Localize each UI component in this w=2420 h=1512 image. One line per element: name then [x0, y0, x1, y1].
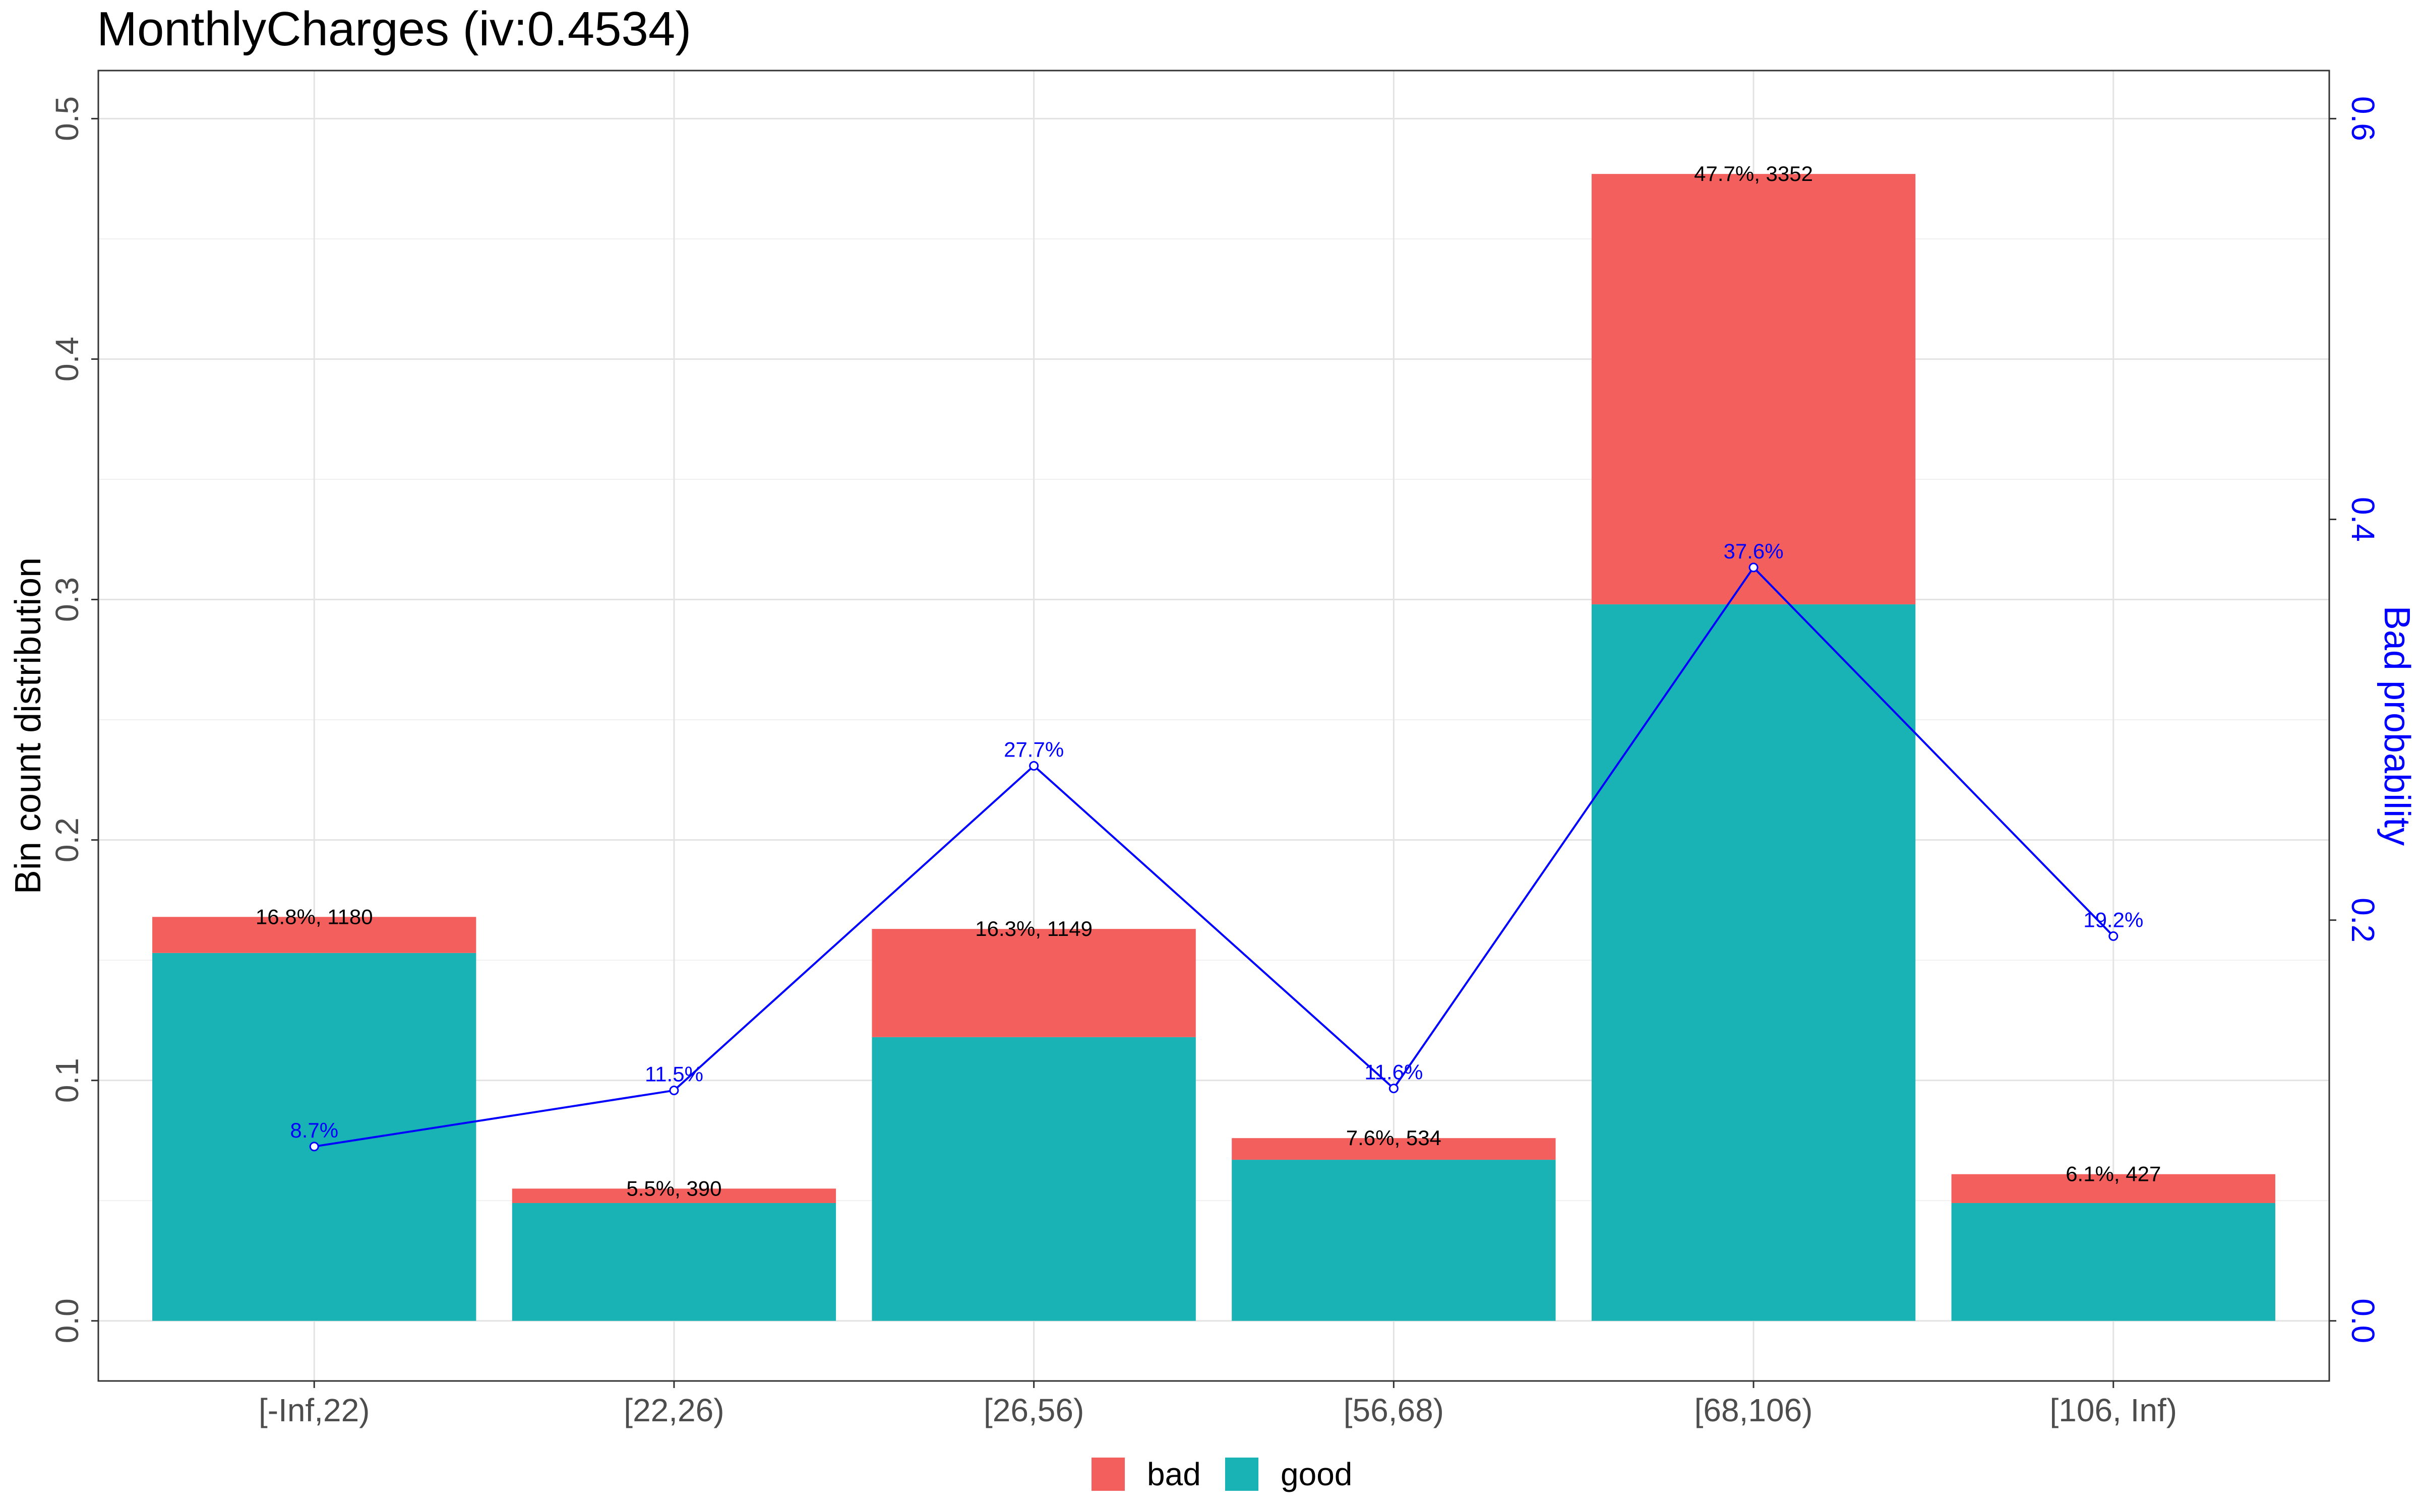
legend-label-bad: bad	[1147, 1456, 1201, 1492]
legend: bad good	[1092, 1456, 1352, 1492]
bad-probability-point	[1748, 562, 1759, 573]
data-labels: 16.8%, 1180 5.5%, 390 16.3%, 1149 7.6%, 534…	[256, 162, 2161, 1200]
bad-probability-point	[1388, 1084, 1399, 1094]
bad-probability-label: 19.2%	[2083, 908, 2143, 931]
legend-swatch-good	[1225, 1458, 1258, 1491]
plot-panel-border	[97, 70, 2330, 1382]
bar-label: 7.6%, 534	[1346, 1126, 1441, 1150]
bar-bad	[1232, 1138, 1556, 1160]
y-tick-label: 0.4	[49, 337, 85, 382]
y2-tick-label: 0.6	[2345, 96, 2381, 141]
bad-probability-point	[309, 1142, 319, 1152]
bad-probability-line	[309, 562, 2119, 1152]
x-tick-label: [26,56)	[984, 1392, 1084, 1428]
bar-good	[512, 1203, 836, 1321]
bad-probability-point	[1029, 761, 1039, 771]
bar-bad	[1591, 174, 1916, 605]
legend-swatch-bad	[1092, 1458, 1125, 1491]
bar-bad	[152, 917, 476, 953]
bar-bad	[872, 929, 1196, 1037]
bar-good	[872, 1037, 1196, 1321]
bad-probability-point	[669, 1086, 679, 1096]
bad-probability-label: 27.7%	[1004, 738, 1064, 762]
bad-probability-polyline	[314, 565, 2114, 1148]
bar-bad	[1951, 1174, 2275, 1203]
y-tick-label: 0.0	[49, 1298, 85, 1343]
x-tick-label: [-Inf,22)	[259, 1392, 370, 1428]
bar-good	[152, 953, 476, 1321]
bar-label: 16.8%, 1180	[256, 905, 373, 928]
bad-probability-label: 11.5%	[645, 1062, 703, 1086]
x-tick-label: [68,106)	[1695, 1392, 1813, 1428]
bad-probability-label: 8.7%	[290, 1118, 338, 1142]
chart-title: MonthlyCharges (iv:0.4534)	[97, 2, 691, 56]
y2-tick-label: 0.4	[2345, 497, 2381, 542]
bar-bad	[512, 1188, 836, 1203]
bar-label: 6.1%, 427	[2066, 1162, 2161, 1186]
bars	[152, 174, 2275, 1321]
y-tick-label: 0.3	[49, 577, 85, 622]
y-tick-label: 0.1	[49, 1058, 85, 1103]
legend-label-good: good	[1281, 1456, 1352, 1492]
bar-label: 5.5%, 390	[626, 1176, 721, 1200]
bar-label: 16.3%, 1149	[975, 917, 1093, 940]
x-tick-label: [106, Inf)	[2049, 1392, 2177, 1428]
x-tick-label: [56,68)	[1344, 1392, 1444, 1428]
y-axis-title: Bin count distribution	[8, 557, 48, 894]
y2-tick-label: 0.2	[2345, 898, 2381, 942]
y2-axis-title: Bad probability	[2377, 606, 2417, 846]
x-tick-label: [22,26)	[624, 1392, 724, 1428]
bad-probability-label: 11.6%	[1364, 1060, 1423, 1084]
bar-good	[1232, 1160, 1556, 1321]
y2-tick-label: 0.0	[2345, 1298, 2381, 1343]
bad-probability-label: 37.6%	[1724, 539, 1784, 563]
y-tick-label: 0.2	[49, 817, 85, 862]
bar-good	[1951, 1203, 2275, 1321]
bar-label: 47.7%, 3352	[1694, 162, 1813, 185]
grid	[98, 71, 2329, 1381]
bar-good	[1591, 604, 1916, 1321]
axes: 0.0 0.1 0.2 0.3 0.4 0.5 [-Inf,22) [22,26) [26,56…	[49, 96, 2381, 1428]
y-tick-label: 0.5	[49, 96, 85, 141]
bad-probability-point	[2108, 931, 2119, 941]
